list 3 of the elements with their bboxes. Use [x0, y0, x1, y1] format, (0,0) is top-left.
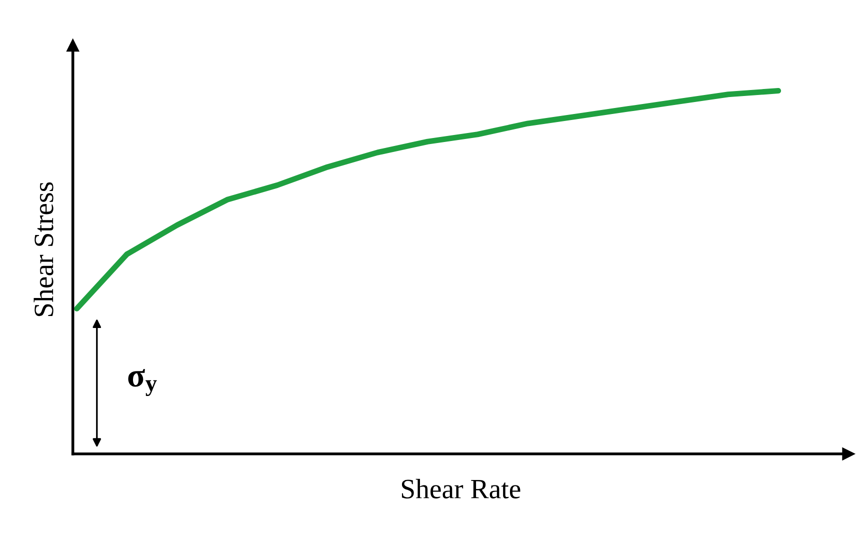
- x-axis-title: Shear Rate: [402, 478, 520, 498]
- annotation: σ$_{y}$: [128, 369, 157, 396]
- y-axis-title: Shear Stress: [34, 182, 54, 316]
